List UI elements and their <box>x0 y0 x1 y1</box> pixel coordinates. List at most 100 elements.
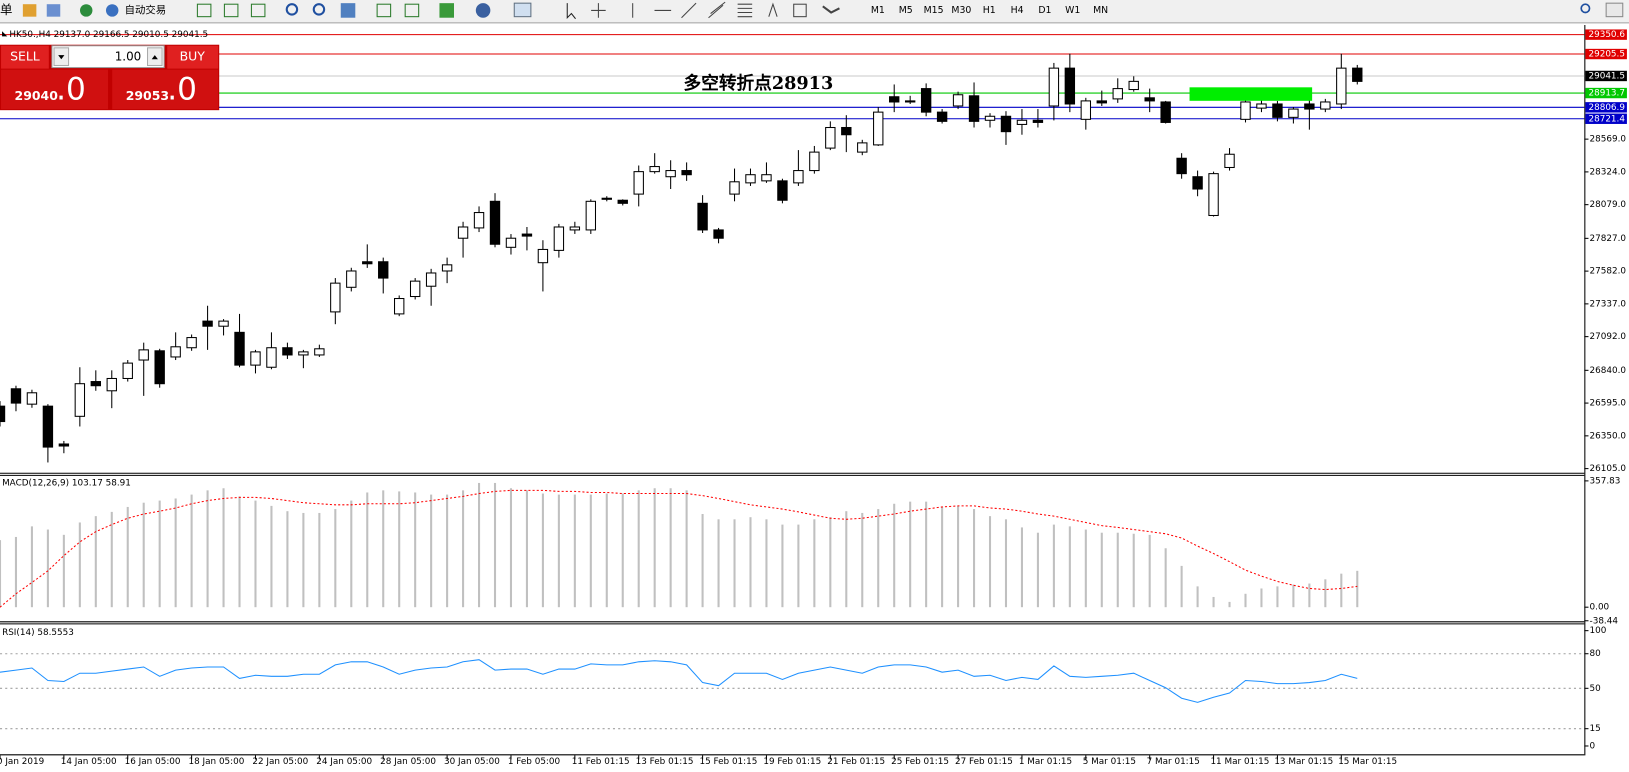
timeframe-button[interactable]: W1 <box>1065 5 1080 16</box>
icon[interactable] <box>793 3 807 18</box>
macd-bar <box>1004 519 1008 608</box>
icon[interactable] <box>196 3 212 18</box>
candle-body <box>1096 100 1107 104</box>
sell-price-box[interactable] <box>1 69 109 110</box>
lots-input[interactable] <box>51 45 165 69</box>
candle-body <box>266 347 277 368</box>
x-tick-label: 28 Jan 05:00 <box>380 757 436 767</box>
macd-bar <box>653 488 656 608</box>
icon[interactable] <box>566 3 576 20</box>
icon[interactable] <box>439 3 455 18</box>
icon[interactable] <box>250 3 266 18</box>
timeframe-button[interactable]: D1 <box>1038 5 1051 16</box>
search-icon[interactable] <box>1580 3 1591 14</box>
y-tick-label: 27827.0 <box>1590 234 1627 244</box>
toolbar-icons <box>22 1 1624 20</box>
x-tick-label: 1 Mar 01:15 <box>1019 757 1072 767</box>
macd-bar <box>14 536 18 608</box>
timeframe-button[interactable]: H1 <box>983 5 996 16</box>
candle-body <box>649 166 660 173</box>
buy-price[interactable]: 29053 <box>126 88 169 103</box>
macd-bar <box>190 494 193 608</box>
macd-bar <box>877 509 880 608</box>
icon[interactable] <box>475 3 491 18</box>
timeframe-button[interactable]: M15 <box>924 5 944 16</box>
sell-label[interactable]: SELL <box>10 49 40 64</box>
zone-box <box>1189 87 1313 101</box>
macd-bar <box>813 519 816 608</box>
macd-bar <box>509 488 513 608</box>
candle-body <box>298 351 309 356</box>
macd-bar <box>1260 588 1263 608</box>
icon[interactable] <box>681 2 697 19</box>
candle-body <box>968 95 980 122</box>
menu-item[interactable]: 单 <box>0 2 12 17</box>
sell-price[interactable]: 29040 <box>15 88 59 103</box>
icon[interactable] <box>22 4 37 17</box>
x-tick-label: 25 Feb 01:15 <box>891 757 949 767</box>
timeframe-button[interactable]: M5 <box>899 5 913 16</box>
icon[interactable] <box>376 3 392 18</box>
buy-price-box[interactable] <box>112 69 219 110</box>
candle-body <box>904 100 916 103</box>
buy-price-fraction[interactable]: .0 <box>167 71 197 107</box>
macd-bar <box>573 494 576 608</box>
icon[interactable] <box>513 2 532 18</box>
y-tick-label: 50 <box>1590 684 1602 694</box>
x-tick-label: 11 Mar 01:15 <box>1210 757 1269 767</box>
candle-body <box>617 199 628 204</box>
timeframe-button[interactable]: H4 <box>1011 5 1024 16</box>
lots-value[interactable]: 1.00 <box>115 50 142 64</box>
macd-bar <box>1116 532 1119 608</box>
candle-body <box>457 226 469 239</box>
candle-body <box>1352 67 1363 82</box>
macd-bar <box>557 494 560 608</box>
timeframe-button[interactable]: M30 <box>951 5 971 16</box>
icon[interactable] <box>340 3 356 18</box>
macd-bar <box>1068 526 1071 608</box>
macd-bar <box>430 494 433 608</box>
icon[interactable] <box>591 3 606 18</box>
macd-bar <box>669 488 672 608</box>
buy-button[interactable] <box>167 45 219 69</box>
y-tick-label: 26595.0 <box>1590 399 1627 409</box>
candle-body <box>713 229 724 239</box>
candle-body <box>984 115 996 121</box>
macd-bar <box>462 490 465 608</box>
icon[interactable] <box>79 4 93 17</box>
x-tick-label: 22 Jan 05:00 <box>252 757 308 767</box>
timeframe-button[interactable]: MN <box>1093 5 1108 16</box>
macd-bar <box>46 529 49 608</box>
auto-trading-button[interactable]: 自动交易 <box>125 3 167 16</box>
icon[interactable] <box>223 3 239 18</box>
icon[interactable] <box>312 3 326 16</box>
y-tick-label: 26105.0 <box>1590 464 1627 474</box>
sell-price-fraction[interactable]: .0 <box>56 71 86 107</box>
icon[interactable] <box>768 2 778 17</box>
icon[interactable] <box>822 5 840 14</box>
candle-body <box>1064 67 1076 105</box>
icon[interactable] <box>285 3 299 16</box>
macd-bar <box>206 490 209 608</box>
sell-button[interactable] <box>1 45 49 69</box>
y-tick-label: 28324.0 <box>1590 167 1627 177</box>
icon[interactable] <box>404 3 420 18</box>
macd-bar <box>126 506 129 608</box>
icon[interactable] <box>46 4 61 17</box>
icon[interactable] <box>105 4 119 17</box>
icon[interactable] <box>737 3 753 18</box>
candle-body <box>952 94 964 107</box>
candle-body <box>521 233 533 237</box>
candle-body <box>378 261 389 279</box>
candle-body <box>202 320 213 327</box>
chat-icon[interactable] <box>1605 2 1624 18</box>
candle-body <box>314 348 325 356</box>
y-tick-label: 0.00 <box>1590 603 1610 613</box>
icon[interactable] <box>708 1 726 19</box>
buy-label[interactable]: BUY <box>180 49 206 64</box>
timeframe-button[interactable]: M1 <box>871 5 885 16</box>
macd-bar <box>318 512 321 608</box>
x-tick-label: 19 Feb 01:15 <box>763 757 821 767</box>
macd-bar <box>398 491 401 608</box>
macd-bar <box>1196 586 1199 608</box>
